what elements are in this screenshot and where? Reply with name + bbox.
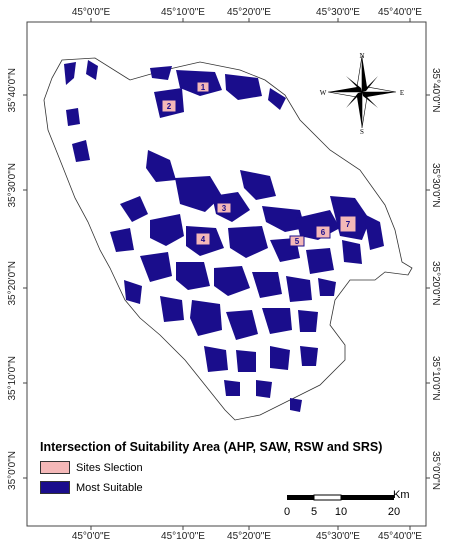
site-marker[interactable] bbox=[196, 81, 210, 93]
site-label: 7 bbox=[346, 220, 351, 229]
legend-item: Sites Slection bbox=[40, 461, 143, 474]
latitude-label: 35°0'0"N bbox=[7, 451, 18, 490]
legend-swatch-sites bbox=[40, 461, 70, 474]
legend-swatch-suitable bbox=[40, 481, 70, 494]
site-marker[interactable] bbox=[216, 202, 232, 214]
longitude-label: 45°40'0"E bbox=[378, 531, 422, 542]
latitude-label: 35°40'0"N bbox=[430, 68, 441, 113]
scale-tick-label: 10 bbox=[334, 506, 348, 518]
north-arrow-icon bbox=[327, 55, 397, 129]
longitude-label: 45°30'0"E bbox=[316, 7, 360, 18]
site-marker[interactable] bbox=[315, 225, 331, 239]
site-label: 3 bbox=[222, 204, 227, 213]
site-marker[interactable] bbox=[339, 215, 357, 233]
graticule-ticks bbox=[23, 18, 430, 530]
site-label: 2 bbox=[167, 102, 172, 111]
compass-w-label: W bbox=[320, 89, 327, 97]
site-label: 5 bbox=[295, 237, 300, 246]
latitude-label: 35°20'0"N bbox=[430, 261, 441, 306]
site-label: 6 bbox=[321, 228, 326, 237]
longitude-label: 45°0'0"E bbox=[71, 531, 111, 542]
legend-item: Most Suitable bbox=[40, 481, 143, 494]
longitude-label: 45°10'0"E bbox=[161, 7, 205, 18]
latitude-label: 35°30'0"N bbox=[7, 163, 18, 208]
scale-tick-label: 20 bbox=[387, 506, 401, 518]
compass-s-label: S bbox=[360, 128, 364, 136]
study-area-boundary bbox=[43, 57, 413, 421]
latitude-label: 35°20'0"N bbox=[7, 261, 18, 306]
site-label: 1 bbox=[201, 83, 206, 92]
compass-n-label: N bbox=[359, 52, 364, 60]
scale-tick-label: 5 bbox=[310, 506, 318, 518]
longitude-label: 45°10'0"E bbox=[161, 531, 205, 542]
legend-title: Intersection of Suitability Area (AHP, S… bbox=[40, 440, 383, 454]
longitude-label: 45°0'0"E bbox=[71, 7, 111, 18]
scale-bar bbox=[287, 494, 394, 501]
latitude-label: 35°10'0"N bbox=[7, 356, 18, 401]
suitable-area bbox=[64, 60, 384, 412]
site-label: 4 bbox=[201, 235, 206, 244]
site-marker[interactable] bbox=[161, 99, 177, 113]
latitude-label: 35°10'0"N bbox=[430, 356, 441, 401]
scale-unit: Km bbox=[393, 489, 410, 501]
sites-layer: 1 2 3 4 5 6 7 bbox=[161, 81, 357, 247]
legend-label: Most Suitable bbox=[76, 481, 143, 494]
scale-tick-label: 0 bbox=[283, 506, 291, 518]
latitude-label: 35°30'0"N bbox=[430, 163, 441, 208]
longitude-label: 45°40'0"E bbox=[378, 7, 422, 18]
site-marker[interactable] bbox=[195, 232, 211, 246]
longitude-label: 45°20'0"E bbox=[227, 531, 271, 542]
longitude-label: 45°30'0"E bbox=[316, 531, 360, 542]
compass-e-label: E bbox=[400, 89, 404, 97]
unsuitable-zone bbox=[150, 95, 330, 205]
site-marker[interactable] bbox=[289, 235, 305, 247]
legend-label: Sites Slection bbox=[76, 461, 143, 474]
neatline bbox=[26, 21, 427, 527]
latitude-label: 35°0'0"N bbox=[430, 451, 441, 490]
longitude-label: 45°20'0"E bbox=[227, 7, 271, 18]
latitude-label: 35°40'0"N bbox=[7, 68, 18, 113]
